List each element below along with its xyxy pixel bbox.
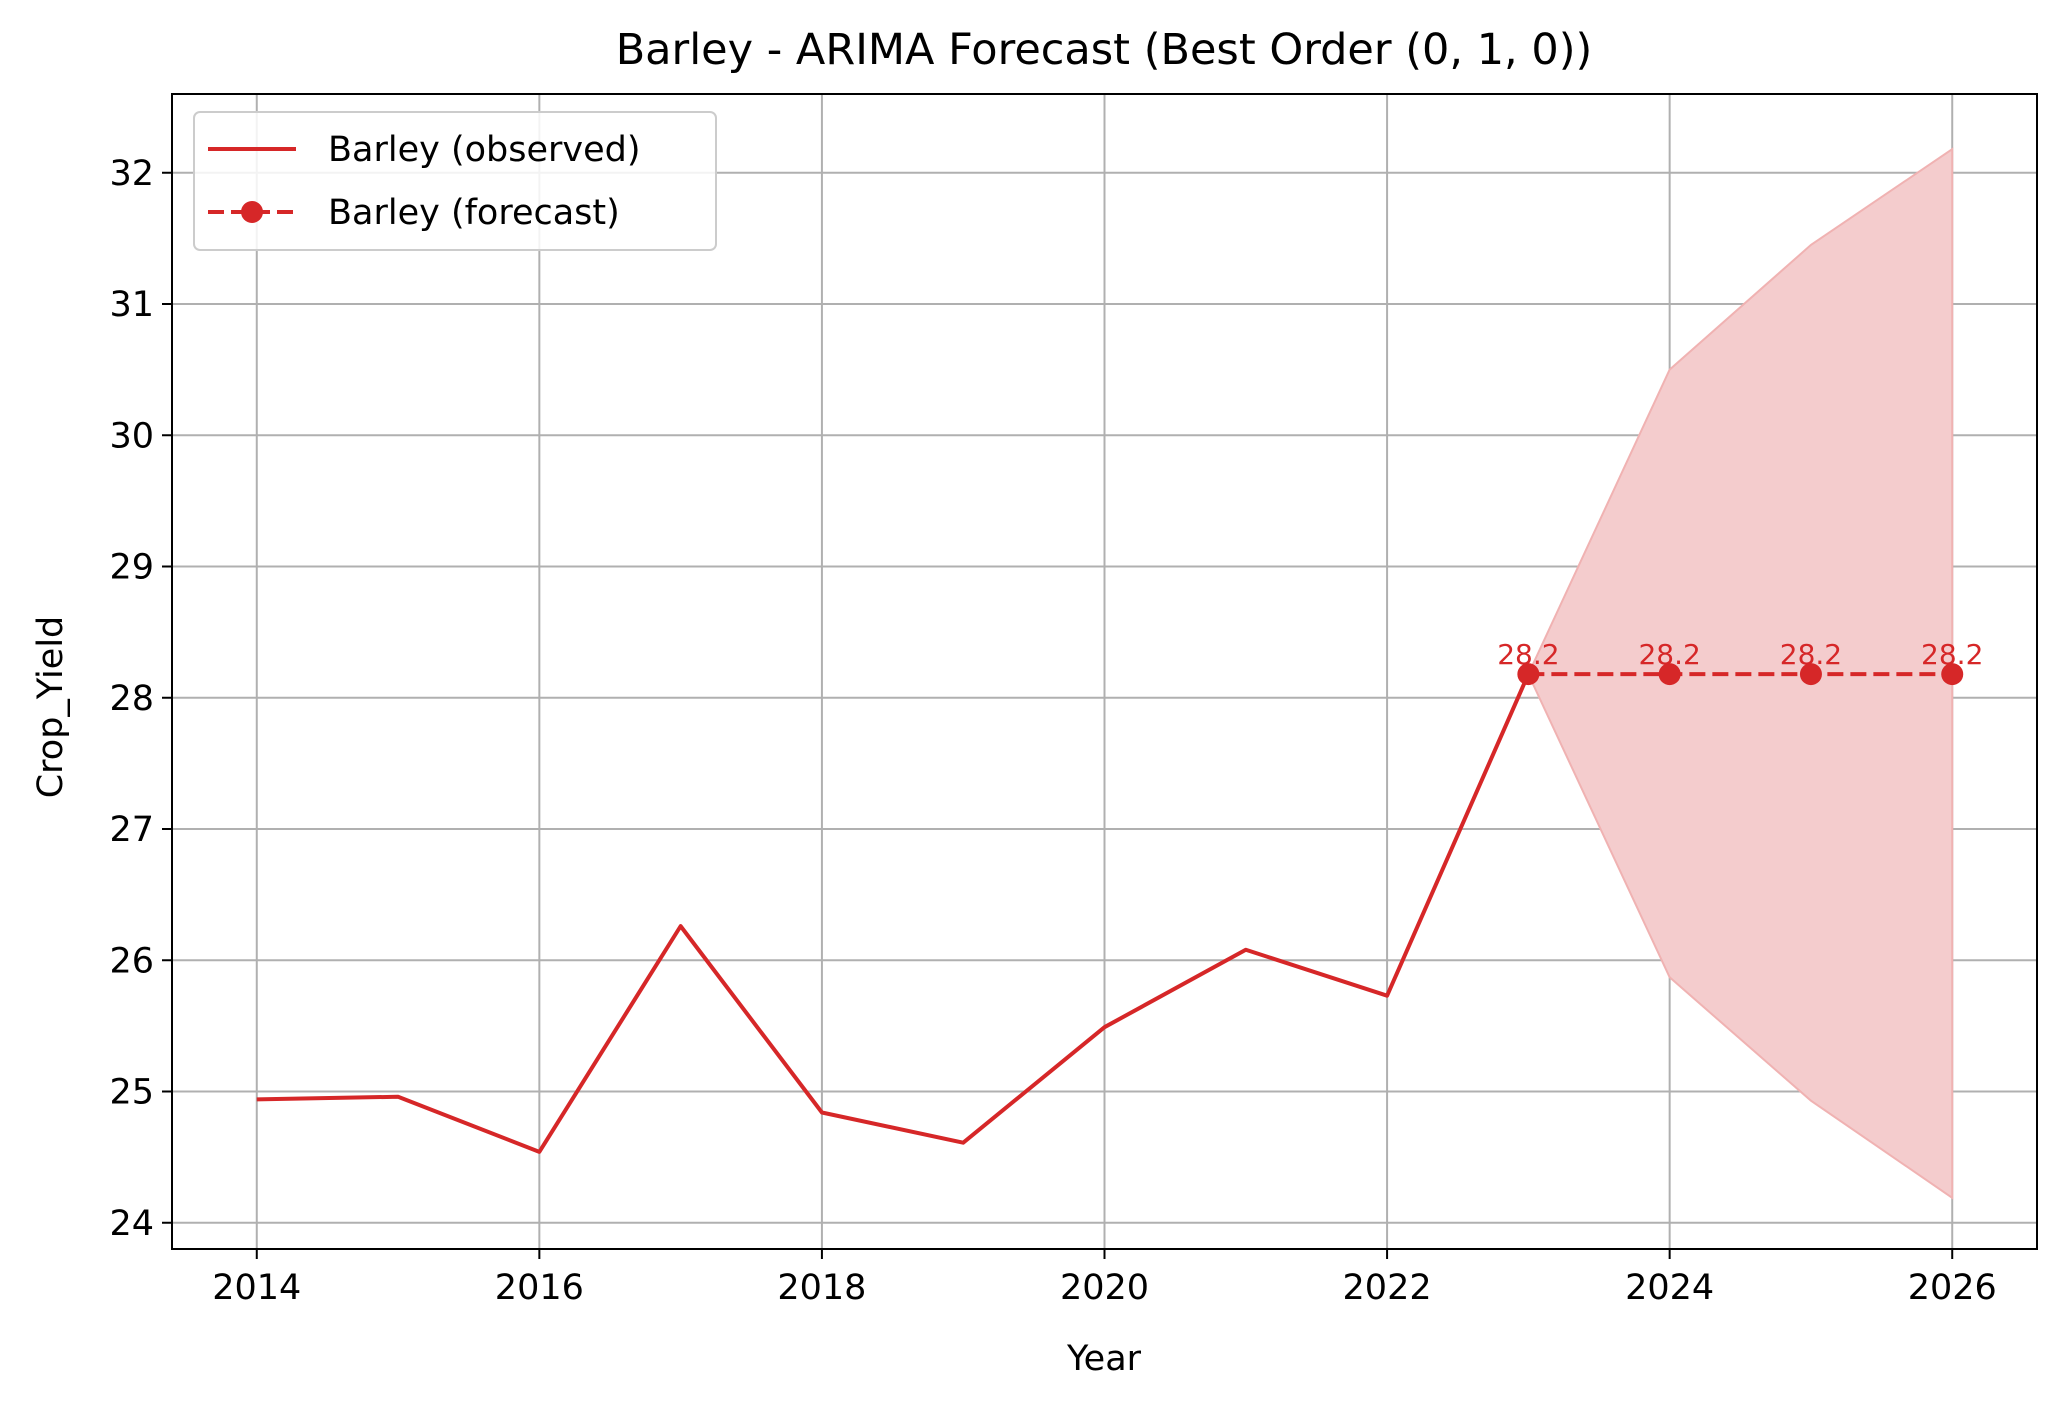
x-tick-label: 2024: [1625, 1268, 1714, 1308]
forecast-data-label: 28.2: [1921, 638, 1983, 671]
x-tick-label: 2020: [1060, 1268, 1149, 1308]
y-tick-label: 27: [109, 810, 154, 850]
x-tick-label: 2026: [1908, 1268, 1997, 1308]
y-tick-label: 31: [109, 285, 154, 325]
forecast-point: [1658, 663, 1681, 686]
x-tick-label: 2018: [777, 1268, 866, 1308]
y-tick-label: 30: [109, 416, 154, 456]
forecast-data-label: 28.2: [1497, 638, 1559, 671]
x-tick-label: 2016: [495, 1268, 584, 1308]
y-tick-label: 25: [109, 1073, 154, 1113]
legend-observed-label: Barley (observed): [328, 130, 641, 170]
axes-layer: 2014 2016 2018 2020 2022 2024 2026 24 25 26 27 28 29…: [109, 93, 2038, 1308]
forecast-point: [1517, 663, 1540, 686]
x-tick-label: 2014: [212, 1268, 301, 1308]
forecast-point: [1799, 663, 1822, 686]
y-tick-label: 28: [109, 679, 154, 719]
y-tick-label: 24: [109, 1204, 154, 1244]
legend: Barley (observed) Barley (forecast): [193, 111, 717, 251]
x-tick-label: 2022: [1343, 1268, 1432, 1308]
observed-line: [256, 673, 1531, 1154]
x-axis-label: Year: [1066, 1339, 1142, 1379]
plot-frame: [171, 93, 2038, 1250]
legend-box: [193, 111, 717, 251]
y-tick-label: 26: [109, 941, 154, 981]
legend-forecast-marker: [241, 201, 263, 223]
chart-title: Barley - ARIMA Forecast (Best Order (0, …: [616, 25, 1593, 75]
forecast-data-label: 28.2: [1780, 638, 1842, 671]
y-tick-label: 29: [109, 548, 154, 588]
forecast-point: [1941, 663, 1964, 686]
series-layer: [256, 663, 1964, 1154]
data-label-layer: 28.2 28.2 28.2 28.2: [1497, 638, 1983, 671]
y-tick-label: 32: [109, 154, 154, 194]
forecast-data-label: 28.2: [1638, 638, 1700, 671]
y-axis-label: Crop_Yield: [31, 616, 71, 799]
legend-forecast-label: Barley (forecast): [328, 193, 620, 233]
